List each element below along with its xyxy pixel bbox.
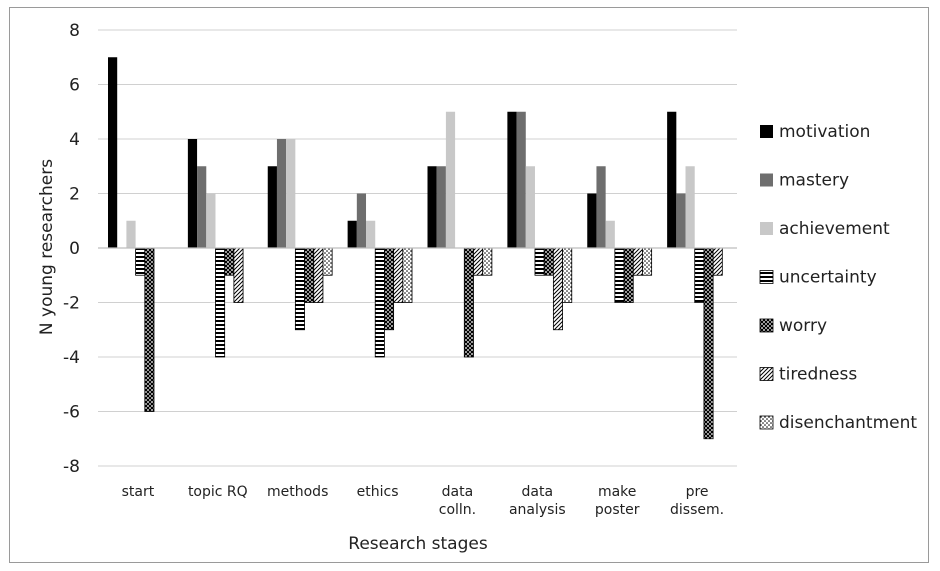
legend-swatch-achievement	[760, 222, 773, 235]
bar-disenchantment	[402, 247, 413, 303]
bar-worry	[703, 247, 714, 440]
legend-label-motivation: motivation	[779, 122, 870, 142]
bar-tiredness	[313, 247, 324, 303]
bar-motivation	[587, 193, 597, 248]
legend-swatch-motivation	[760, 125, 773, 138]
x-tick-label: methods	[267, 484, 328, 500]
bar-achievement	[366, 220, 376, 248]
y-tick-label: 2	[69, 185, 80, 205]
bar-motivation	[667, 111, 677, 248]
legend-swatch-uncertainty	[759, 270, 774, 284]
bar-motivation	[187, 139, 198, 248]
bar-mastery	[516, 111, 526, 248]
x-tick-label: topic RQ	[188, 484, 248, 500]
bar-disenchantment	[562, 247, 573, 303]
x-tick-label: data analysis	[509, 484, 566, 518]
legend-label-achievement: achievement	[779, 219, 890, 239]
bar-worry	[224, 247, 235, 276]
bar-worry	[304, 247, 315, 303]
bar-tiredness	[712, 247, 723, 276]
y-tick-label: 8	[69, 21, 80, 41]
x-axis-label: Research stages	[348, 534, 488, 554]
x-tick-label: data colln.	[439, 484, 476, 518]
bar-uncertainty	[534, 247, 545, 276]
bar-uncertainty	[135, 247, 146, 276]
x-tick-label: start	[122, 484, 155, 500]
bar-achievement	[605, 220, 615, 248]
x-tick-label: make poster	[595, 484, 640, 518]
legend-swatch-mastery	[760, 173, 773, 187]
bar-mastery	[276, 139, 287, 248]
legend-label-tiredness: tiredness	[779, 365, 857, 385]
bar-worry	[144, 247, 155, 412]
y-tick-label: 4	[69, 130, 80, 150]
bar-achievement	[126, 220, 136, 248]
bar-achievement	[685, 166, 695, 248]
y-tick-label: 0	[69, 239, 80, 259]
legend-label-disenchantment: disenchantment	[779, 413, 917, 433]
legend: motivation mastery achievement uncertainty w…	[759, 122, 917, 433]
bar-motivation	[267, 166, 277, 248]
bar-achievement	[445, 111, 456, 248]
bar-tiredness	[233, 247, 244, 303]
bar-disenchantment	[322, 247, 333, 276]
bar-achievement	[286, 139, 296, 248]
bar-worry	[543, 247, 554, 276]
bar-uncertainty	[694, 247, 705, 303]
x-tick-label: ethics	[357, 484, 399, 500]
bar-disenchantment	[642, 247, 653, 276]
bar-mastery	[356, 193, 367, 248]
y-axis-tick-labels: 8 6 4 2 0 -2 -4 -6 -8	[63, 21, 80, 477]
legend-swatch-worry	[759, 318, 774, 333]
bar-achievement	[525, 166, 535, 248]
gridlines	[98, 29, 737, 467]
legend-label-mastery: mastery	[779, 171, 849, 191]
legend-swatch-tiredness	[759, 367, 774, 381]
y-tick-label: -6	[63, 403, 80, 423]
y-tick-label: -4	[63, 348, 80, 368]
bar-mastery	[197, 166, 207, 248]
legend-label-worry: worry	[779, 316, 827, 336]
bar-disenchantment	[482, 247, 493, 276]
bar-tiredness	[632, 247, 643, 276]
y-tick-label: -8	[63, 457, 80, 477]
bar-worry	[623, 247, 634, 303]
bar-achievement	[206, 193, 216, 248]
bar-tiredness	[473, 247, 484, 276]
y-tick-label: -2	[63, 294, 80, 314]
bar-worry	[463, 247, 474, 358]
bar-mastery	[436, 166, 446, 248]
bar-uncertainty	[215, 247, 226, 358]
bar-mastery	[676, 193, 686, 248]
bar-tiredness	[552, 247, 563, 331]
y-axis-label: N young researchers	[37, 159, 57, 335]
legend-swatch-disenchantment	[759, 415, 774, 430]
bar-worry	[384, 247, 395, 331]
bar-mastery	[596, 166, 606, 248]
bar-tiredness	[393, 247, 404, 303]
x-axis-tick-labels: start topic RQ methods ethics data colln. data…	[122, 484, 724, 518]
bar-motivation	[507, 111, 517, 248]
y-tick-label: 6	[69, 76, 80, 96]
bar-uncertainty	[374, 247, 385, 358]
bar-motivation	[427, 166, 437, 248]
bar-uncertainty	[614, 247, 625, 303]
bar-motivation	[347, 220, 357, 248]
legend-label-uncertainty: uncertainty	[779, 268, 877, 288]
bar-uncertainty	[294, 247, 305, 331]
x-tick-label: pre dissem.	[670, 484, 724, 518]
bar-motivation	[108, 57, 118, 248]
